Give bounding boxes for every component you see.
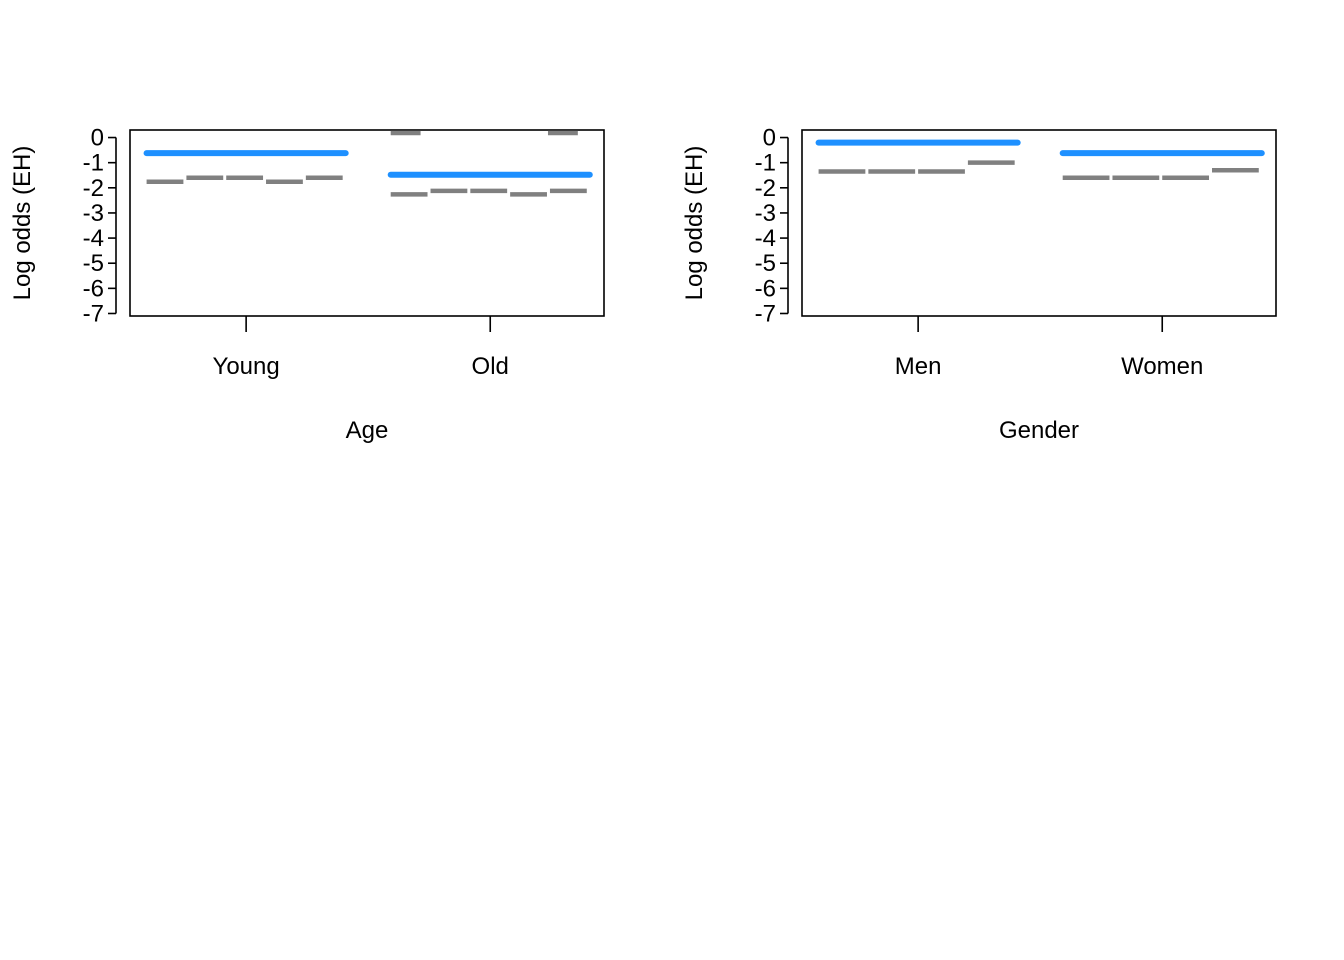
y-tick-label: -3 — [83, 200, 104, 227]
x-tick-label: Women — [1121, 353, 1203, 380]
y-tick-label: -2 — [83, 175, 104, 202]
y-tick-label: -5 — [755, 250, 776, 277]
y-tick-label: -7 — [755, 300, 776, 327]
y-tick-label: -4 — [755, 225, 776, 252]
x-axis-label: Gender — [999, 417, 1079, 444]
x-tick-label: Men — [895, 353, 942, 380]
chart-panel-1: 0-1-2-3-4-5-6-7 Log odds (EH) Young Old Age — [9, 125, 605, 444]
x-axis-label: Age — [346, 417, 389, 444]
y-tick-label: -2 — [755, 175, 776, 202]
y-tick-label: 0 — [91, 125, 104, 152]
y-tick-label: -6 — [83, 275, 104, 302]
y-tick-label: 0 — [763, 125, 776, 152]
y-axis-label: Log odds (EH) — [681, 146, 708, 301]
x-tick-label: Young — [213, 353, 280, 380]
plot-frame — [129, 129, 605, 317]
y-tick-label: -4 — [83, 225, 104, 252]
y-tick-label: -1 — [83, 150, 104, 177]
y-tick-label: -5 — [83, 250, 104, 277]
y-tick-label: -6 — [755, 275, 776, 302]
y-tick-label: -1 — [755, 150, 776, 177]
plot-frame — [801, 129, 1277, 317]
y-axis-label: Log odds (EH) — [9, 146, 36, 301]
y-tick-label: -3 — [755, 200, 776, 227]
y-tick-label: -7 — [83, 300, 104, 327]
chart-panel-2: 0-1-2-3-4-5-6-7 Log odds (EH) Men Women Gend… — [681, 125, 1277, 444]
x-tick-label: Old — [472, 353, 509, 380]
